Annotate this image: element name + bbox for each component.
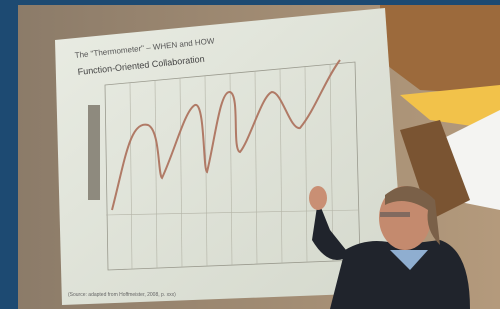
slide-source: (Source: adapted from Hoffmeister, 2008,… xyxy=(68,292,176,298)
thermometer xyxy=(88,105,100,200)
hand xyxy=(309,186,327,210)
frame-left xyxy=(0,0,18,309)
glasses xyxy=(380,212,410,217)
photo: The "Thermometer" – WHEN and HOW Functio… xyxy=(0,0,500,309)
frame-top xyxy=(0,0,500,5)
